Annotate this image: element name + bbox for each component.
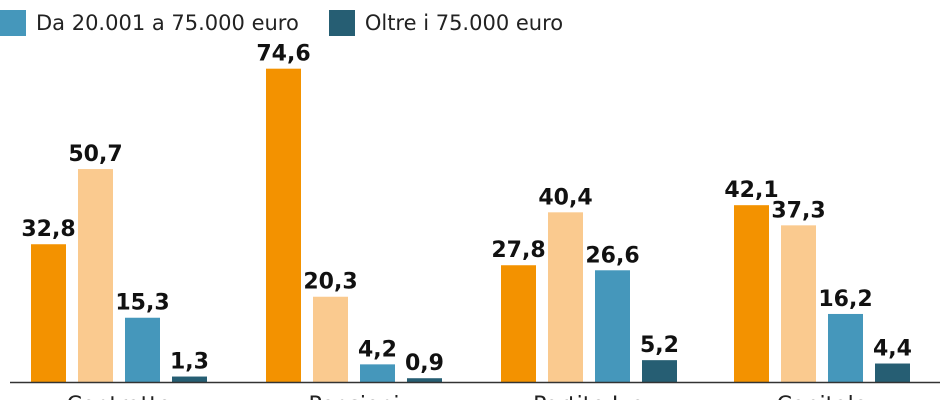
bar [78, 169, 113, 382]
legend-label-oltre-75000: Oltre i 75.000 euro [364, 11, 564, 35]
bar [313, 296, 348, 382]
category-label: Capitale [777, 393, 868, 400]
legend-item-oltre-75000: Oltre i 75.000 euro [328, 10, 564, 36]
data-label: 4,4 [873, 337, 912, 362]
bar-group: 42,137,3 16,24,4 [724, 178, 912, 382]
data-label: 4,2 [358, 337, 397, 362]
category-label: Pensioni [308, 393, 399, 400]
data-label: 32,8 [21, 217, 75, 242]
bar [172, 376, 207, 382]
legend-swatch-oltre-75000 [328, 10, 355, 36]
data-label: 0,9 [405, 351, 444, 376]
category-label: Contratto [67, 393, 172, 400]
data-label: 5,2 [640, 333, 679, 358]
data-label: 37,3 [771, 198, 825, 223]
bar [548, 212, 583, 382]
data-label: 1,3 [170, 350, 209, 375]
bar [642, 360, 677, 382]
data-label: 40,4 [538, 185, 592, 210]
bar [734, 205, 769, 382]
legend-swatch-20001-75000 [0, 10, 26, 36]
bar [125, 317, 160, 382]
data-label: 74,6 [256, 42, 310, 67]
data-label: 15,3 [115, 291, 169, 316]
data-label: 42,1 [724, 178, 778, 203]
legend-label-20001-75000: Da 20.001 a 75.000 euro [36, 11, 299, 35]
bar [595, 270, 630, 382]
data-label: 27,8 [491, 238, 545, 263]
bar [828, 313, 863, 382]
legend-item-20001-75000: Da 20.001 a 75.000 euro [0, 10, 299, 36]
category-label: Partite Iva [533, 393, 645, 400]
bar-group: 27,8 40,4 26,6 5,2 [491, 185, 679, 382]
bar [31, 244, 66, 382]
bar [266, 68, 301, 383]
bar-group: 74,6 20,3 4,2 0,9 [256, 42, 444, 383]
bar-group: 32,8 50,7 15,3 1,3 [21, 142, 209, 382]
bar [501, 265, 536, 382]
bar [360, 364, 395, 382]
chart-legend: Da 20.001 a 75.000 euro Oltre i 75.000 e… [0, 8, 593, 38]
data-label: 26,6 [585, 243, 639, 268]
data-label: 20,3 [303, 270, 357, 295]
bar [875, 363, 910, 382]
data-label: 16,2 [818, 287, 872, 312]
bar [407, 378, 442, 382]
data-label: 50,7 [68, 142, 122, 167]
bar [781, 225, 816, 382]
